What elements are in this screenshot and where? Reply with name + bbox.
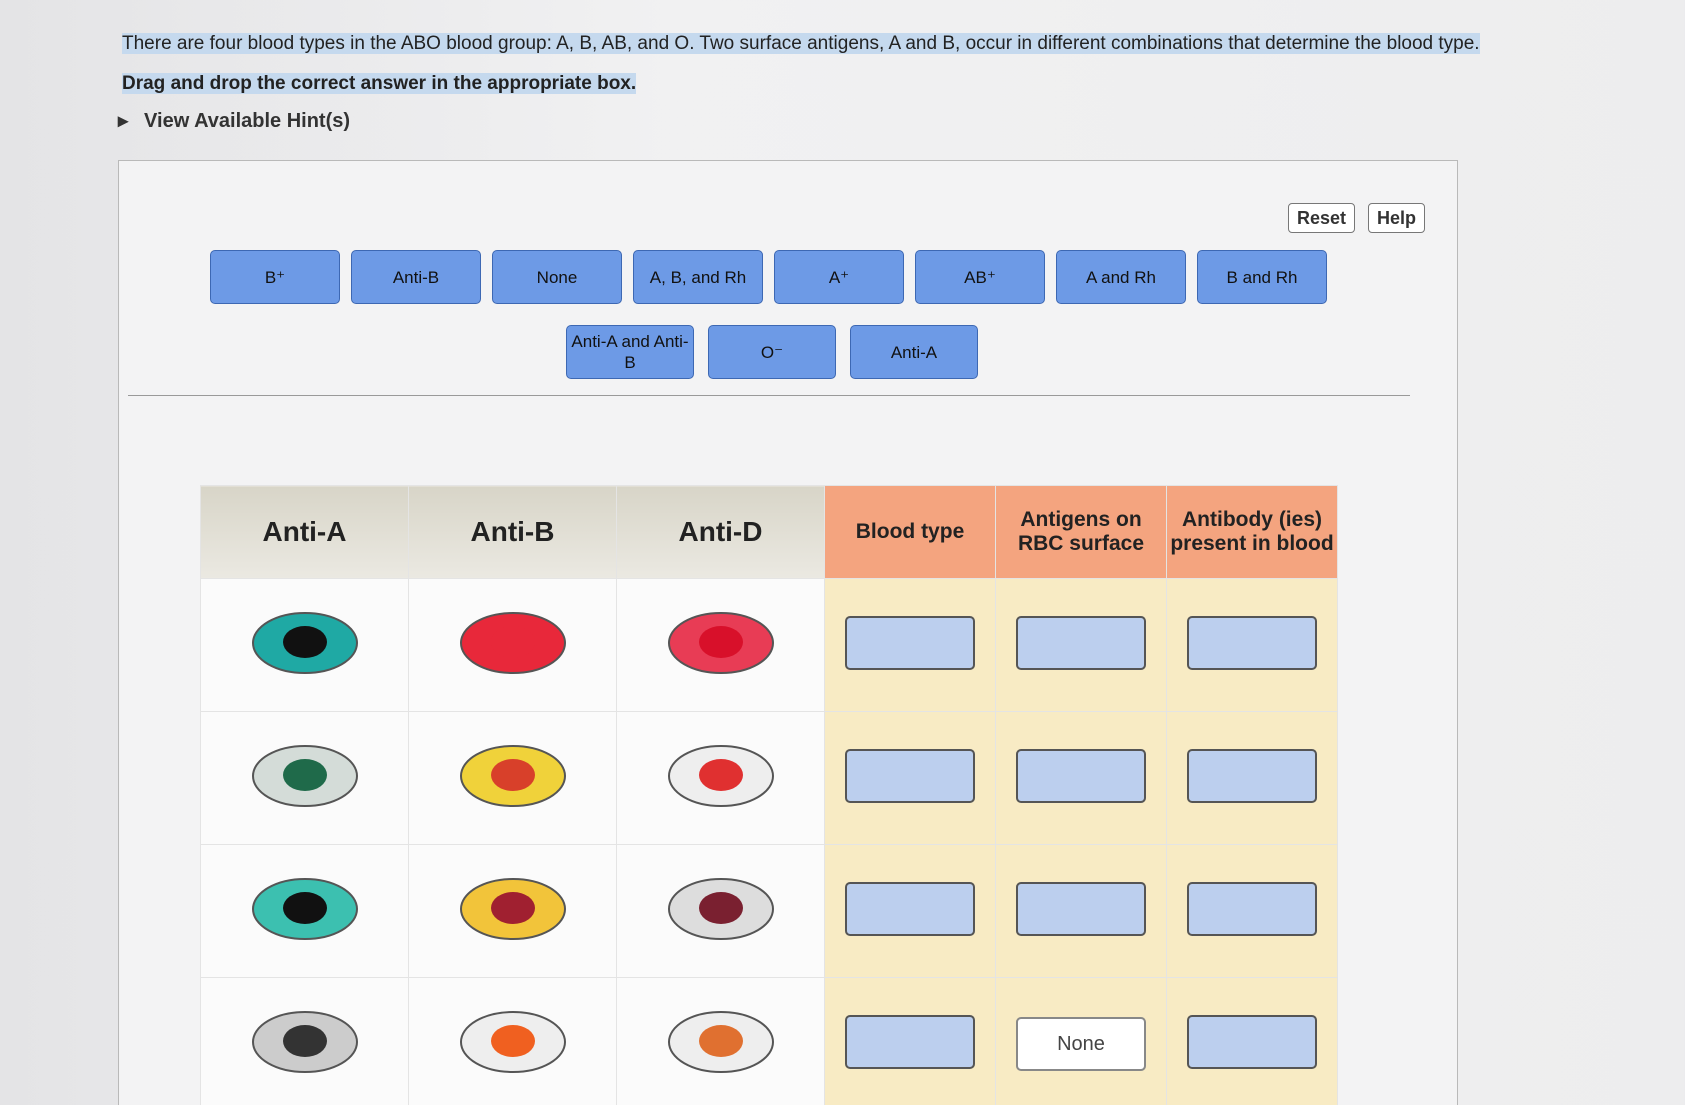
drop-cell: [824, 711, 996, 845]
blood-sample: [251, 744, 358, 807]
column-header: Antibody (ies) present in blood: [1166, 485, 1338, 579]
help-button[interactable]: Help: [1368, 203, 1426, 233]
drop-cell: [1166, 711, 1338, 845]
blood-sample: [251, 1010, 358, 1073]
blood-sample: [667, 744, 774, 807]
drop-zone[interactable]: [1016, 748, 1146, 803]
reset-button[interactable]: Reset: [1288, 203, 1356, 233]
blood-sample: [251, 877, 358, 940]
sample-cell: [408, 844, 617, 978]
blood-sample: [667, 1010, 774, 1073]
sample-cell: [408, 977, 617, 1105]
answer-choice[interactable]: Anti-A and Anti-B: [566, 325, 694, 379]
instructions: There are four blood types in the ABO bl…: [122, 24, 1602, 104]
blood-sample: [667, 877, 774, 940]
drop-cell: [1166, 844, 1338, 978]
drop-cell: [1166, 578, 1338, 712]
blood-sample: [667, 611, 774, 674]
drop-cell: [1166, 977, 1338, 1105]
blood-sample: [251, 611, 358, 674]
column-header: Anti-B: [408, 485, 617, 579]
sample-cell: [408, 711, 617, 845]
drop-cell: [995, 844, 1167, 978]
drop-cell: None: [995, 977, 1167, 1105]
drop-zone[interactable]: [1187, 1014, 1317, 1069]
answer-choice[interactable]: B and Rh: [1197, 250, 1327, 304]
sample-cell: [200, 977, 409, 1105]
drop-zone[interactable]: [1187, 881, 1317, 936]
answer-choice[interactable]: Anti-B: [351, 250, 481, 304]
hint-toggle[interactable]: View Available Hint(s): [118, 108, 350, 133]
drop-zone[interactable]: [1187, 615, 1317, 670]
drop-cell: [824, 578, 996, 712]
column-header: Blood type: [824, 485, 996, 579]
drop-cell: [995, 578, 1167, 712]
blood-sample: [459, 611, 566, 674]
drop-cell: [995, 711, 1167, 845]
column-header: Anti-A: [200, 485, 409, 579]
answer-choice[interactable]: A, B, and Rh: [633, 250, 763, 304]
sample-cell: [408, 578, 617, 712]
sample-cell: [200, 711, 409, 845]
instruction-text: Drag and drop the correct answer in the …: [122, 73, 637, 94]
drop-cell: [824, 844, 996, 978]
sample-cell: [200, 844, 409, 978]
drop-zone[interactable]: [845, 1014, 975, 1069]
table-row: [200, 711, 1338, 845]
column-header: Antigens on RBC surface: [995, 485, 1167, 579]
answer-choice[interactable]: A⁺: [774, 250, 904, 304]
drop-zone[interactable]: [1016, 615, 1146, 670]
sample-cell: [200, 578, 409, 712]
drop-zone[interactable]: [845, 748, 975, 803]
blood-sample: [459, 877, 566, 940]
answer-choice[interactable]: A and Rh: [1056, 250, 1186, 304]
answer-choice[interactable]: B⁺: [210, 250, 340, 304]
drop-zone[interactable]: [1016, 881, 1146, 936]
blood-sample: [459, 1010, 566, 1073]
drop-zone[interactable]: [1187, 748, 1317, 803]
table-row: [200, 578, 1338, 712]
divider: [128, 395, 1410, 396]
instruction-text: There are four blood types in the ABO bl…: [122, 33, 1480, 54]
answer-choice[interactable]: Anti-A: [850, 325, 978, 379]
sample-cell: [616, 711, 825, 845]
drop-cell: [824, 977, 996, 1105]
answer-choice[interactable]: O⁻: [708, 325, 836, 379]
drop-zone[interactable]: [845, 615, 975, 670]
sample-cell: [616, 578, 825, 712]
answer-choice[interactable]: None: [492, 250, 622, 304]
drop-zone[interactable]: None: [1016, 1017, 1146, 1071]
blood-sample: [459, 744, 566, 807]
answer-table: Anti-A Anti-B Anti-D Blood type Antigens on …: [200, 485, 1338, 1105]
column-header: Anti-D: [616, 485, 825, 579]
table-row: None: [200, 977, 1338, 1105]
answer-choice[interactable]: AB⁺: [915, 250, 1045, 304]
table-row: [200, 844, 1338, 978]
sample-cell: [616, 977, 825, 1105]
drop-zone[interactable]: [845, 881, 975, 936]
sample-cell: [616, 844, 825, 978]
